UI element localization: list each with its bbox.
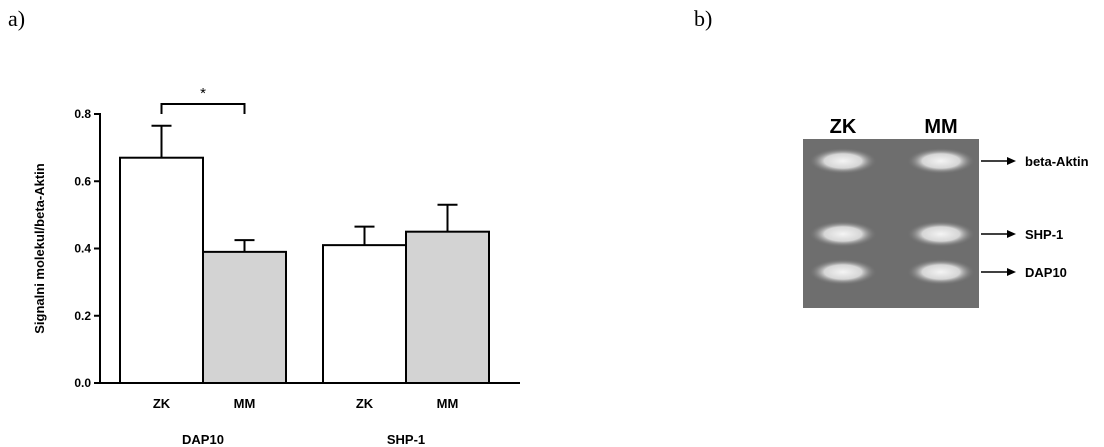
group-label: SHP-1	[387, 432, 425, 447]
bar	[322, 244, 407, 384]
group-label: DAP10	[182, 432, 224, 447]
x-tick-label: ZK	[153, 396, 171, 411]
x-tick-label: ZK	[356, 396, 374, 411]
gel-band	[907, 148, 975, 174]
y-axis-label: Signalni molekul/beta-Aktin	[32, 163, 47, 334]
band-arrow-head	[1007, 157, 1016, 165]
gel-band	[809, 259, 877, 285]
band-label: SHP-1	[1025, 227, 1063, 242]
y-tick-label: 0.2	[74, 309, 91, 323]
y-tick-label: 0.8	[74, 107, 91, 121]
lane-label: ZK	[830, 116, 857, 138]
y-tick-label: 0.4	[74, 242, 91, 256]
band-label: beta-Aktin	[1025, 154, 1089, 169]
bar	[119, 156, 204, 384]
gel-band	[907, 221, 975, 247]
lane-label: MM	[924, 116, 957, 138]
x-tick-label: MM	[437, 396, 459, 411]
y-tick-label: 0.0	[74, 376, 91, 390]
band-arrow-head	[1007, 230, 1016, 238]
bar	[405, 230, 490, 384]
panel-label-b: b)	[694, 6, 713, 31]
gel-band	[907, 259, 975, 285]
significance-star: *	[200, 85, 206, 102]
x-tick-label: MM	[234, 396, 256, 411]
band-arrow-head	[1007, 268, 1016, 276]
band-label: DAP10	[1025, 265, 1067, 280]
panel-label-a: a)	[8, 6, 26, 31]
gel-band	[809, 148, 877, 174]
significance-bracket	[160, 103, 246, 114]
y-tick-label: 0.6	[74, 174, 91, 188]
gel-band	[809, 221, 877, 247]
